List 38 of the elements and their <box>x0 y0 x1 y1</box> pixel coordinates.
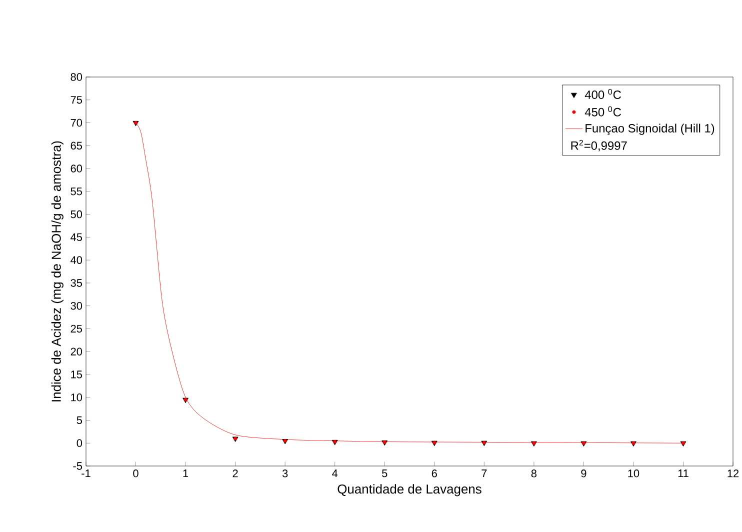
y-tick-label: 30 <box>70 302 82 310</box>
y-tick-label: 60 <box>70 164 82 172</box>
y-tick-label: 80 <box>70 73 82 81</box>
x-tick-label: 11 <box>678 470 688 478</box>
y-tick-label: 5 <box>76 416 82 424</box>
legend-label: Funçao Signoidal (Hill 1) <box>586 124 714 135</box>
y-tick-label: 15 <box>71 370 82 378</box>
y-tick-label: 65 <box>70 142 82 150</box>
x-tick-label: 5 <box>382 470 388 478</box>
x-tick-label: 0 <box>133 470 138 478</box>
legend-label: 450 $^{0}$C <box>584 106 622 116</box>
y-tick-label: 55 <box>70 188 82 196</box>
x-tick-label: 3 <box>282 470 288 478</box>
y-tick-label: 75 <box>70 96 82 104</box>
x-tick-label: 8 <box>531 470 536 478</box>
x-tick-label: 4 <box>332 470 338 478</box>
annotation: R$^{2}$=0,9997 <box>571 140 627 152</box>
y-tick-label: 50 <box>70 210 82 218</box>
y-tick-label: 0 <box>76 439 82 447</box>
y-axis-title: Indice de Acidez (mg de NaOH/g de amostra) <box>51 141 64 402</box>
legend-label: 400 $^{0}$C <box>584 88 622 99</box>
x-tick-label: 6 <box>432 470 437 478</box>
x-tick-label: 12 <box>728 470 739 478</box>
y-tick-label: 45 <box>70 233 82 242</box>
x-tick-label: 7 <box>482 470 487 478</box>
y-tick-label: -5 <box>73 462 82 470</box>
x-tick-label: 9 <box>581 470 586 478</box>
x-tick-label: 2 <box>232 470 238 478</box>
y-tick-label: 70 <box>70 118 82 127</box>
x-tick-label: 1 <box>183 470 188 478</box>
y-tick-label: 40 <box>70 256 82 264</box>
y-tick-label: 25 <box>70 324 82 333</box>
x-tick-label: 10 <box>628 470 640 478</box>
y-tick-label: 10 <box>71 393 82 402</box>
y-tick-label: 20 <box>70 348 82 356</box>
x-tick-label: -1 <box>82 470 90 478</box>
y-tick-label: 35 <box>70 279 82 287</box>
x-axis-title: Quantidade de Lavagens <box>338 484 482 496</box>
